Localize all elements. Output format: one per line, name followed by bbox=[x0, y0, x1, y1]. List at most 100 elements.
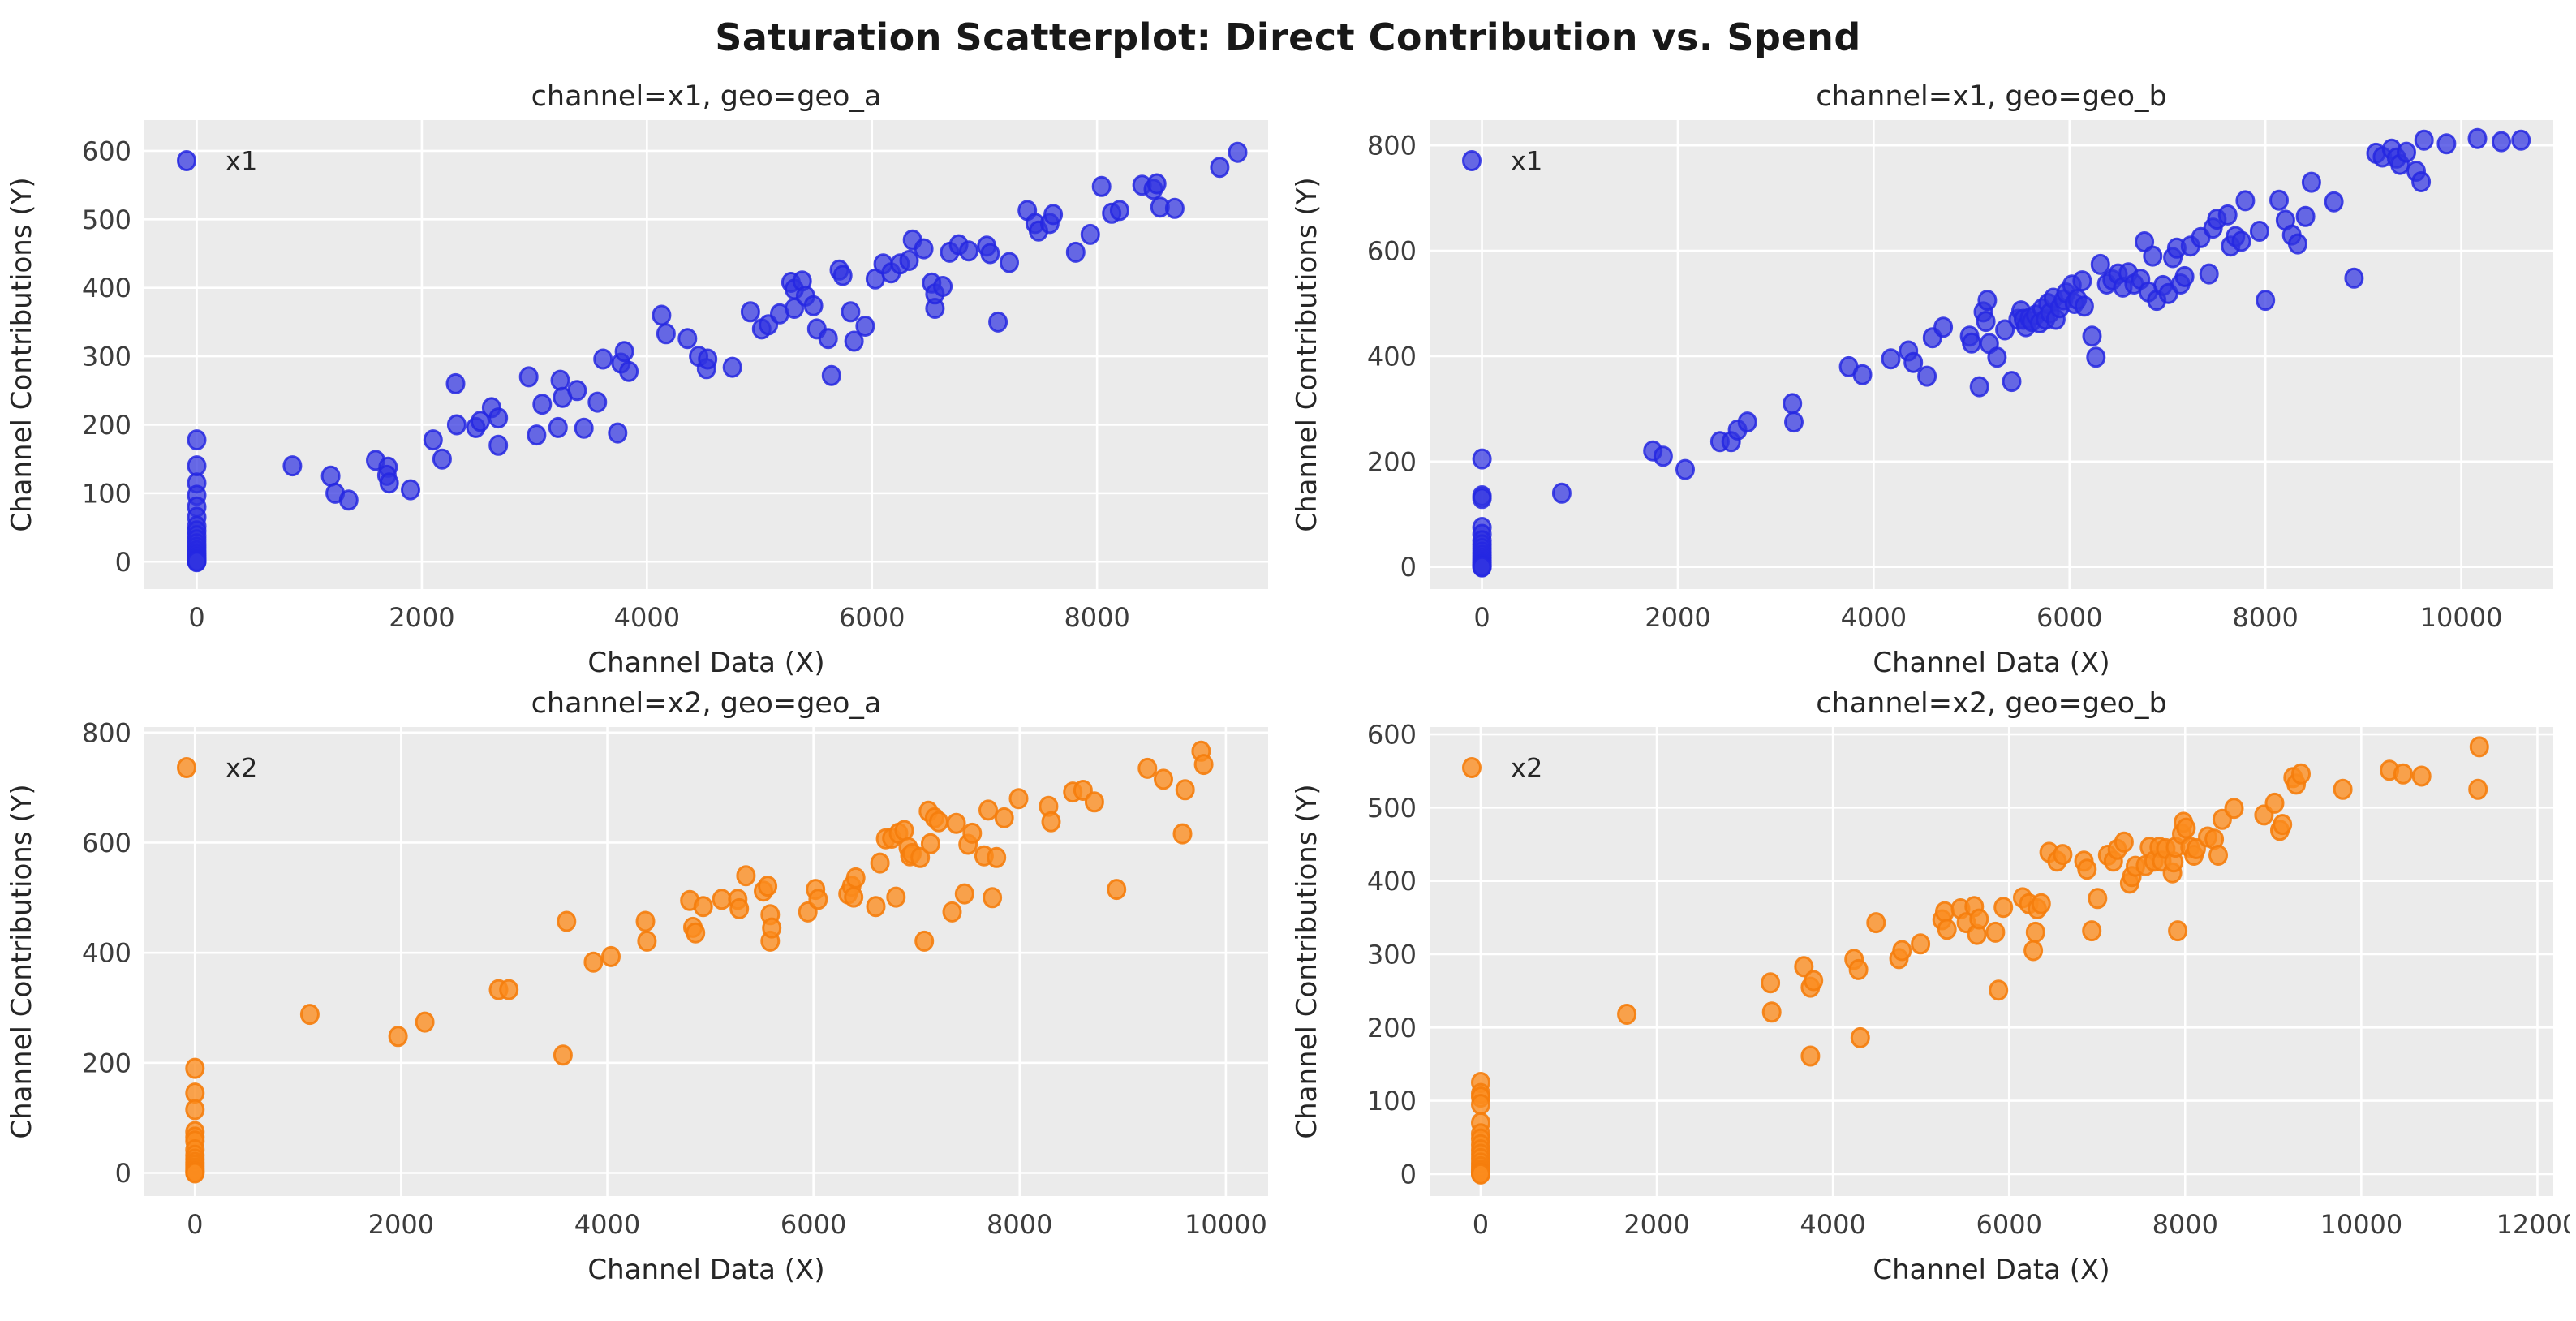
y-tick-label: 600 bbox=[1367, 720, 1417, 751]
subplot-channel-x2-geo-b: channel=x2, geo=geo_b 0 100 200 300 400 500 600… bbox=[1292, 687, 2570, 1286]
scatter-point bbox=[2269, 189, 2289, 211]
y-tick-label: 0 bbox=[1400, 552, 1416, 583]
scatter-point bbox=[1985, 921, 2006, 943]
scatter-point bbox=[2287, 233, 2307, 255]
scatter-point bbox=[729, 897, 750, 919]
x-tick-label: 0 bbox=[1473, 602, 1490, 633]
scatter-point bbox=[185, 1057, 205, 1079]
x-tick-label: 4000 bbox=[614, 602, 680, 633]
scatter-point bbox=[1154, 768, 1174, 790]
scatter-point bbox=[518, 366, 539, 388]
x-tick-label: 2000 bbox=[389, 602, 454, 633]
scatter-point bbox=[2217, 204, 2238, 226]
scatter-point bbox=[1066, 241, 1086, 263]
gridlines bbox=[1429, 120, 2553, 589]
scatter-point bbox=[557, 910, 577, 932]
gridlines bbox=[144, 727, 1269, 1196]
x-axis-label: Channel Data (X) bbox=[1873, 647, 2109, 679]
scatter-point bbox=[698, 348, 718, 370]
y-tick-label: 200 bbox=[82, 1048, 131, 1078]
scatter-point bbox=[1110, 200, 1130, 222]
scatter-point bbox=[187, 429, 207, 451]
scatter-point bbox=[187, 551, 207, 573]
scatter-point bbox=[845, 867, 866, 889]
scatter-point bbox=[1852, 364, 1873, 385]
y-tick-label: 200 bbox=[1367, 1013, 1417, 1043]
scatter-point bbox=[2333, 778, 2353, 800]
scatter-point bbox=[741, 301, 761, 323]
subplot-title: channel=x2, geo=geo_a bbox=[531, 687, 882, 720]
y-tick-label: 400 bbox=[82, 938, 131, 969]
scatter-point bbox=[1760, 972, 1780, 994]
y-tick-label: 300 bbox=[82, 342, 131, 372]
scatter-point bbox=[1470, 1094, 1490, 1116]
scatter-point bbox=[2411, 765, 2432, 787]
scatter-point bbox=[1137, 757, 1158, 779]
figure-title: Saturation Scatterplot: Direct Contribut… bbox=[715, 15, 1861, 59]
scatter-point bbox=[1193, 754, 1214, 776]
scatter-point bbox=[722, 356, 742, 378]
scatter-point bbox=[527, 424, 547, 446]
gridlines bbox=[1429, 727, 2553, 1196]
legend-label: x2 bbox=[226, 753, 257, 784]
y-tick-label: 400 bbox=[82, 273, 131, 303]
scatter-point bbox=[983, 887, 1003, 909]
scatter-point bbox=[1910, 933, 1930, 955]
x-tick-label: 12000 bbox=[2496, 1209, 2569, 1240]
scatter-point bbox=[2414, 129, 2434, 151]
scatter-point bbox=[401, 479, 421, 501]
y-tick-label: 800 bbox=[82, 717, 131, 748]
plot-panel bbox=[1429, 727, 2553, 1196]
subplot-title: channel=x2, geo=geo_b bbox=[1816, 687, 2166, 720]
subplot-cell-x1-geo-a: channel=x1, geo=geo_a 0 100 200 300 400 500 600… bbox=[3, 75, 1288, 682]
scatter-point bbox=[1993, 897, 2013, 919]
scatter-point bbox=[1850, 1026, 1870, 1048]
scatter-point bbox=[866, 896, 886, 918]
scatter-point bbox=[445, 372, 466, 394]
x-tick-label: 10000 bbox=[2419, 602, 2502, 633]
scatter-point bbox=[987, 846, 1007, 868]
scatter-point bbox=[1782, 393, 1802, 415]
scatter-point bbox=[1987, 346, 2007, 368]
scatter-point bbox=[583, 951, 604, 973]
scatter-point bbox=[2082, 325, 2102, 347]
scatter-point bbox=[550, 369, 570, 391]
scatter-point bbox=[1008, 788, 1029, 810]
scatter-point bbox=[988, 311, 1008, 333]
scatter-point bbox=[1472, 488, 1492, 510]
scatter-point bbox=[1916, 365, 1937, 387]
scatter-point bbox=[2295, 205, 2316, 227]
scatter-point bbox=[2255, 290, 2275, 312]
scatter-point bbox=[978, 799, 999, 821]
scatter-point bbox=[736, 865, 756, 887]
scatter-point bbox=[1977, 290, 1998, 312]
scatter-point bbox=[1800, 1045, 1821, 1067]
scatter-point bbox=[2176, 817, 2196, 839]
scatter-point bbox=[2077, 858, 2097, 880]
y-tick-label: 600 bbox=[82, 828, 131, 858]
scatter-point bbox=[652, 304, 672, 326]
scatter-point bbox=[910, 846, 931, 868]
scatter-point bbox=[1794, 956, 1814, 978]
scatter-point bbox=[2410, 171, 2431, 192]
scatter-point bbox=[2396, 141, 2416, 163]
x-tick-label: 8000 bbox=[2232, 602, 2298, 633]
scatter-point bbox=[2090, 253, 2110, 275]
scatter-point bbox=[2467, 778, 2488, 800]
scatter-point bbox=[1934, 901, 1955, 923]
scatter-point bbox=[832, 265, 853, 286]
legend-label: x1 bbox=[226, 146, 257, 177]
y-axis-label: Channel Contributions (Y) bbox=[1292, 784, 1323, 1138]
scatter-point bbox=[803, 295, 824, 316]
scatter-point bbox=[2301, 171, 2321, 193]
scatter-point bbox=[1081, 223, 1101, 245]
subplot-cell-x1-geo-b: channel=x1, geo=geo_b 0 200 400 600 800 0 2000 4… bbox=[1288, 75, 2574, 682]
scatter-point bbox=[1803, 970, 1823, 992]
scatter-point bbox=[2231, 230, 2251, 252]
scatter-point bbox=[447, 414, 467, 436]
scatter-point bbox=[2074, 295, 2094, 317]
scatter-point bbox=[2469, 736, 2489, 758]
y-axis-label: Channel Contributions (Y) bbox=[6, 784, 38, 1138]
